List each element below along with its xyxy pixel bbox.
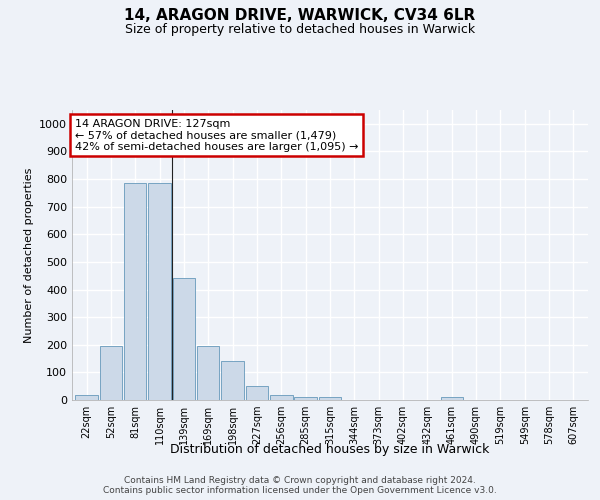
Bar [148, 182, 171, 400]
Y-axis label: Number of detached properties: Number of detached properties [23, 168, 34, 342]
Bar [295, 397, 317, 400]
Bar [197, 346, 220, 400]
Text: 14 ARAGON DRIVE: 127sqm
← 57% of detached houses are smaller (1,479)
42% of semi: 14 ARAGON DRIVE: 127sqm ← 57% of detache… [74, 118, 358, 152]
Bar [124, 182, 146, 400]
Bar [173, 278, 195, 400]
Text: Contains HM Land Registry data © Crown copyright and database right 2024.
Contai: Contains HM Land Registry data © Crown c… [103, 476, 497, 495]
Text: Distribution of detached houses by size in Warwick: Distribution of detached houses by size … [170, 442, 490, 456]
Text: 14, ARAGON DRIVE, WARWICK, CV34 6LR: 14, ARAGON DRIVE, WARWICK, CV34 6LR [124, 8, 476, 22]
Bar [76, 395, 98, 400]
Bar [270, 395, 293, 400]
Bar [221, 362, 244, 400]
Bar [100, 346, 122, 400]
Bar [319, 397, 341, 400]
Bar [246, 386, 268, 400]
Text: Size of property relative to detached houses in Warwick: Size of property relative to detached ho… [125, 22, 475, 36]
Bar [440, 397, 463, 400]
